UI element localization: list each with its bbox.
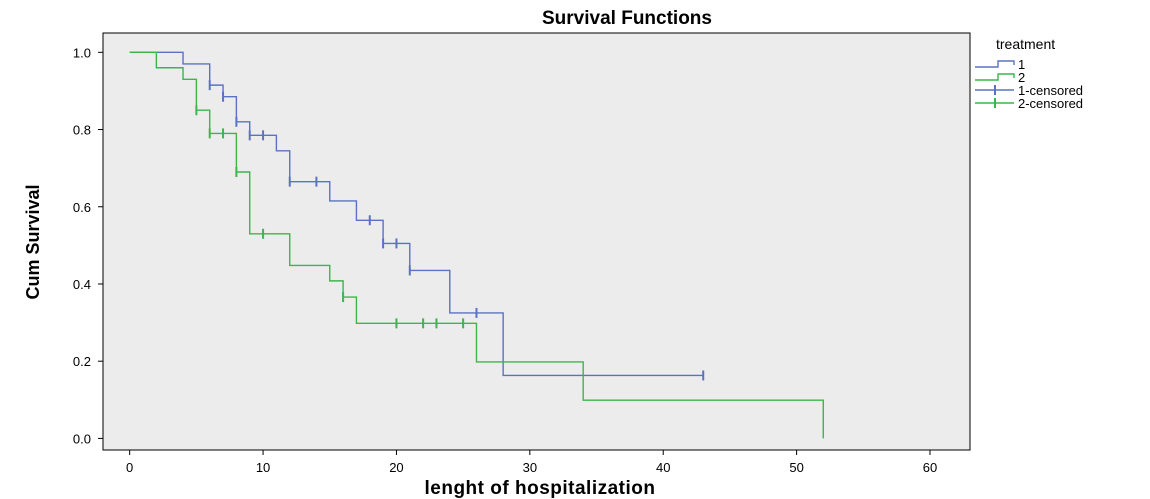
series-1-line (129, 51, 704, 377)
legend-label: 2 (1018, 70, 1025, 85)
y-tick-label: 1.0 (73, 45, 91, 60)
chart-title: Survival Functions (542, 8, 712, 29)
y-axis: 0.0 0.2 0.4 0.6 0.8 1.0 (73, 45, 103, 446)
y-tick-label: 0.0 (73, 431, 91, 446)
series-2-line (129, 51, 824, 439)
x-tick-label: 50 (789, 460, 803, 475)
legend-swatch-step (975, 73, 1015, 81)
legend-item: 2 (975, 70, 1025, 85)
x-axis-label: lenght of hospitalization (425, 478, 656, 499)
y-tick-label: 0.8 (73, 123, 91, 138)
x-tick-label: 20 (389, 460, 403, 475)
legend-title: treatment (996, 36, 1055, 52)
y-tick-label: 0.4 (73, 277, 91, 292)
legend-item: 1-censored (975, 83, 1083, 98)
legend-item: 2-censored (975, 96, 1083, 111)
legend-label: 1 (1018, 57, 1025, 72)
y-tick-label: 0.2 (73, 354, 91, 369)
y-tick-label: 0.6 (73, 200, 91, 215)
x-tick-label: 0 (126, 460, 133, 475)
legend-label: 2-censored (1018, 96, 1083, 111)
legend-item: 1 (975, 57, 1025, 72)
legend-swatch-step (975, 60, 1015, 68)
y-axis-label: Cum Survival (23, 184, 43, 299)
plot-area (102, 32, 971, 451)
legend-label: 1-censored (1018, 83, 1083, 98)
x-tick-label: 60 (923, 460, 937, 475)
x-axis: 0 10 20 30 40 50 60 (126, 450, 937, 475)
x-tick-label: 40 (656, 460, 670, 475)
x-tick-label: 30 (523, 460, 537, 475)
x-tick-label: 10 (256, 460, 270, 475)
series-layer (129, 51, 824, 439)
